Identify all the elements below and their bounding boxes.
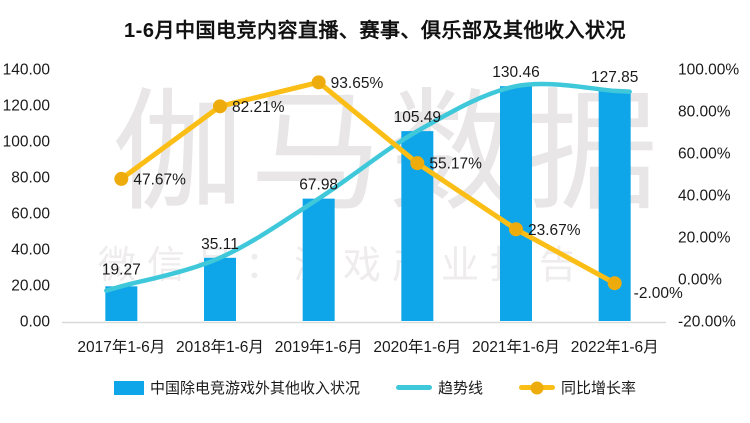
bar: [105, 286, 138, 321]
legend-item-revenue-bars: 中国除电竞游戏外其他收入状况: [113, 377, 360, 398]
growth-value-label: 47.67%: [133, 171, 186, 188]
growth-line: [118, 79, 618, 286]
growth-marker-dot: [530, 381, 544, 394]
right-axis-tick: 100.00%: [678, 62, 739, 79]
right-axis-tick: 60.00%: [678, 146, 731, 163]
growth-marker: [607, 276, 622, 291]
legend-item-growth-rate: 同比增长率: [519, 377, 636, 398]
left-axis-tick: 60.00: [11, 206, 50, 223]
bar-series-swatch: [113, 380, 144, 395]
left-axis-tick: 80.00: [11, 170, 50, 187]
right-axis-tick: 0.00%: [678, 272, 722, 289]
right-axis-tick: 40.00%: [678, 188, 731, 205]
x-axis-label: 2022年1-6月: [571, 338, 659, 356]
trend-line-swatch: [395, 385, 432, 390]
legend-label-trend: 趋势线: [437, 380, 483, 397]
growth-value-label: -2.00%: [634, 285, 683, 302]
legend: 中国除电竞游戏外其他收入状况 趋势线 同比增长率: [0, 377, 750, 398]
x-axis-label: 2019年1-6月: [275, 338, 363, 356]
bar: [302, 198, 335, 321]
right-axis-tick: 20.00%: [678, 230, 731, 247]
growth-marker: [114, 171, 129, 186]
growth-value-label: 23.67%: [528, 222, 581, 239]
trend-line: [104, 81, 632, 293]
bar: [500, 86, 532, 321]
left-axis-tick: 120.00: [3, 98, 51, 115]
bar-value-label: 19.27: [102, 261, 141, 278]
x-axis-label: 2021年1-6月: [472, 338, 560, 356]
left-axis-tick: 140.00: [3, 62, 51, 79]
growth-marker: [311, 75, 326, 90]
right-axis-tick: -20.00%: [678, 314, 736, 331]
growth-value-label: 82.21%: [232, 99, 285, 116]
x-axis-label: 2017年1-6月: [77, 338, 165, 356]
watermark-subtext: 微信号：游戏产业报告: [98, 245, 589, 287]
left-axis-tick: 40.00: [11, 242, 50, 259]
bar-value-label: 130.46: [492, 64, 539, 81]
growth-line-swatch: [519, 381, 555, 394]
bar-value-label: 127.85: [591, 69, 638, 86]
bar-value-label: 67.98: [299, 177, 338, 194]
growth-marker: [410, 156, 425, 171]
legend-label-revenue: 中国除电竞游戏外其他收入状况: [149, 380, 360, 397]
x-axis-label: 2020年1-6月: [373, 338, 461, 356]
legend-item-trend-line: 趋势线: [395, 377, 483, 398]
growth-value-label: 55.17%: [429, 156, 482, 173]
left-axis-tick: 20.00: [11, 278, 50, 295]
growth-value-label: 93.65%: [331, 75, 384, 92]
chart-title: 1-6月中国电竞内容直播、赛事、俱乐部及其他收入状况: [124, 20, 626, 42]
bar-value-label: 105.49: [394, 109, 441, 126]
right-axis-tick: 80.00%: [678, 104, 731, 121]
bar: [204, 257, 236, 321]
legend-label-growth: 同比增长率: [561, 380, 637, 397]
growth-marker: [509, 222, 523, 237]
x-axis-label: 2018年1-6月: [176, 338, 264, 356]
growth-marker: [213, 99, 227, 114]
left-axis-tick: 0.00: [20, 314, 51, 331]
bar-value-label: 35.11: [201, 236, 239, 253]
left-axis-tick: 100.00: [3, 134, 51, 151]
